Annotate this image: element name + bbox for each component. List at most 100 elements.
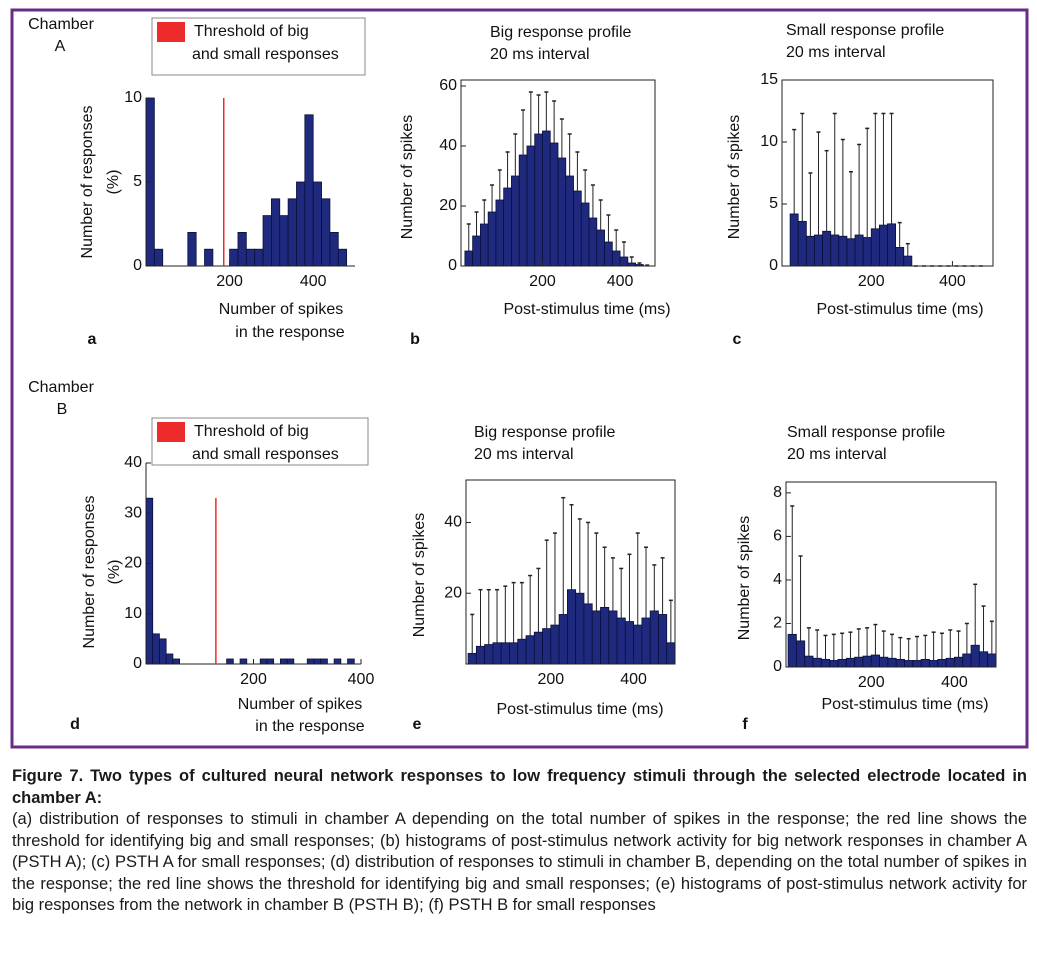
histogram-bar: [987, 653, 997, 668]
histogram-bar: [495, 199, 505, 267]
histogram-bar: [904, 660, 914, 668]
histogram-bar: [511, 175, 520, 267]
histogram-bar: [237, 231, 247, 267]
histogram-bar: [204, 248, 214, 267]
histogram-bar: [879, 656, 889, 668]
y-tick-label: 60: [439, 77, 457, 94]
histogram-bar: [978, 651, 989, 668]
histogram-bar: [970, 644, 980, 668]
histogram-bar: [575, 592, 585, 665]
y-tick-label: 40: [444, 514, 462, 531]
histogram-bar: [878, 224, 888, 267]
histogram-bar: [862, 655, 872, 668]
histogram-bar: [797, 220, 807, 267]
x-axis-label: in the response: [255, 718, 365, 735]
histogram-bar: [152, 633, 160, 665]
y-tick-label: 40: [439, 137, 457, 154]
y-tick-label: 10: [124, 605, 142, 622]
caption-title: Figure 7. Two types of cultured neural n…: [12, 767, 1027, 807]
histogram-bar: [789, 213, 799, 267]
histogram-bar: [153, 248, 164, 267]
figure-frame: [10, 8, 1029, 749]
histogram-bar: [229, 248, 239, 267]
plot-frame: [465, 479, 676, 665]
histogram-bar: [165, 653, 174, 665]
histogram-bar: [313, 658, 322, 665]
histogram-bar: [937, 658, 947, 668]
y-axis-label: (%): [105, 170, 122, 195]
histogram-bar: [666, 642, 676, 665]
histogram-bar: [624, 621, 635, 665]
y-tick-label: 30: [124, 504, 142, 521]
histogram-bar: [954, 656, 964, 668]
legend-box: [151, 417, 369, 466]
histogram-bar: [262, 215, 272, 267]
y-tick-label: 10: [760, 133, 778, 150]
histogram-bar: [845, 657, 856, 668]
y-tick-label: 20: [444, 584, 462, 601]
y-axis-label: (%): [106, 560, 123, 585]
histogram-bar: [658, 614, 668, 665]
y-tick-label: 15: [760, 71, 778, 88]
histogram-bar: [533, 631, 543, 665]
y-axis-label: Number of responses: [79, 106, 96, 259]
y-tick-label: 5: [769, 195, 778, 212]
histogram-bar: [306, 658, 315, 665]
histogram-bar: [945, 657, 955, 668]
histogram-bar: [542, 628, 552, 665]
histogram-bar: [903, 255, 913, 267]
histogram-bar: [464, 250, 474, 267]
histogram-bar: [245, 248, 256, 267]
panel-title: 20 ms interval: [787, 446, 887, 463]
histogram-bar: [912, 660, 922, 668]
histogram-bar: [337, 248, 348, 267]
x-axis-label: Post-stimulus time (ms): [503, 301, 670, 318]
histogram-bar: [259, 658, 268, 665]
histogram-bar: [870, 228, 880, 267]
x-tick-label: 400: [620, 671, 647, 688]
y-tick-label: 10: [124, 89, 142, 106]
x-tick-label: 200: [529, 273, 556, 290]
plot-frame: [781, 79, 994, 267]
histogram-bar: [279, 658, 288, 665]
y-tick-label: 2: [773, 615, 782, 632]
histogram-bar: [321, 198, 331, 267]
histogram-bar: [837, 658, 847, 668]
histogram-bar: [304, 114, 314, 267]
histogram-bar: [534, 133, 543, 267]
histogram-bar: [580, 202, 590, 267]
histogram-bar: [820, 658, 831, 668]
plot-frame: [460, 79, 656, 267]
histogram-bar: [608, 610, 618, 665]
histogram-bar: [805, 235, 815, 267]
y-axis-label: Number of spikes: [399, 115, 416, 240]
y-tick-label: 20: [439, 197, 457, 214]
histogram-bar: [611, 250, 621, 267]
x-tick-label: 400: [941, 674, 968, 691]
histogram-bar: [619, 256, 629, 267]
x-axis-label: Number of spikes: [238, 696, 363, 713]
histogram-bar: [829, 660, 839, 668]
histogram-bar: [172, 658, 180, 665]
histogram-bar: [862, 237, 872, 267]
histogram-bar: [616, 617, 626, 665]
legend-label: and small responses: [192, 446, 339, 463]
histogram-bar: [320, 658, 328, 665]
histogram-bar: [649, 610, 659, 665]
histogram-bar: [500, 642, 510, 665]
y-tick-label: 0: [133, 655, 142, 672]
x-tick-label: 200: [216, 273, 243, 290]
histogram-bar: [226, 658, 234, 665]
histogram-bar: [479, 223, 489, 267]
caption: Figure 7. Two types of cultured neural n…: [12, 766, 1027, 917]
panel-letter: f: [742, 716, 748, 733]
histogram-bar: [895, 658, 905, 668]
legend-swatch: [157, 22, 185, 42]
chamber-label: A: [55, 38, 66, 55]
panel-title: Big response profile: [490, 24, 632, 41]
histogram-bar: [472, 235, 481, 267]
panel-title: 20 ms interval: [490, 46, 590, 63]
histogram-bar: [526, 145, 536, 267]
histogram-bar: [145, 497, 154, 665]
